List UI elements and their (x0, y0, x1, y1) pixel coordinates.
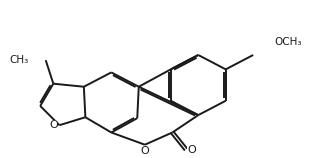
Text: O: O (49, 120, 58, 130)
Text: OCH₃: OCH₃ (275, 37, 302, 47)
Text: CH₃: CH₃ (10, 55, 29, 65)
Text: O: O (188, 145, 196, 155)
Text: O: O (140, 146, 149, 156)
